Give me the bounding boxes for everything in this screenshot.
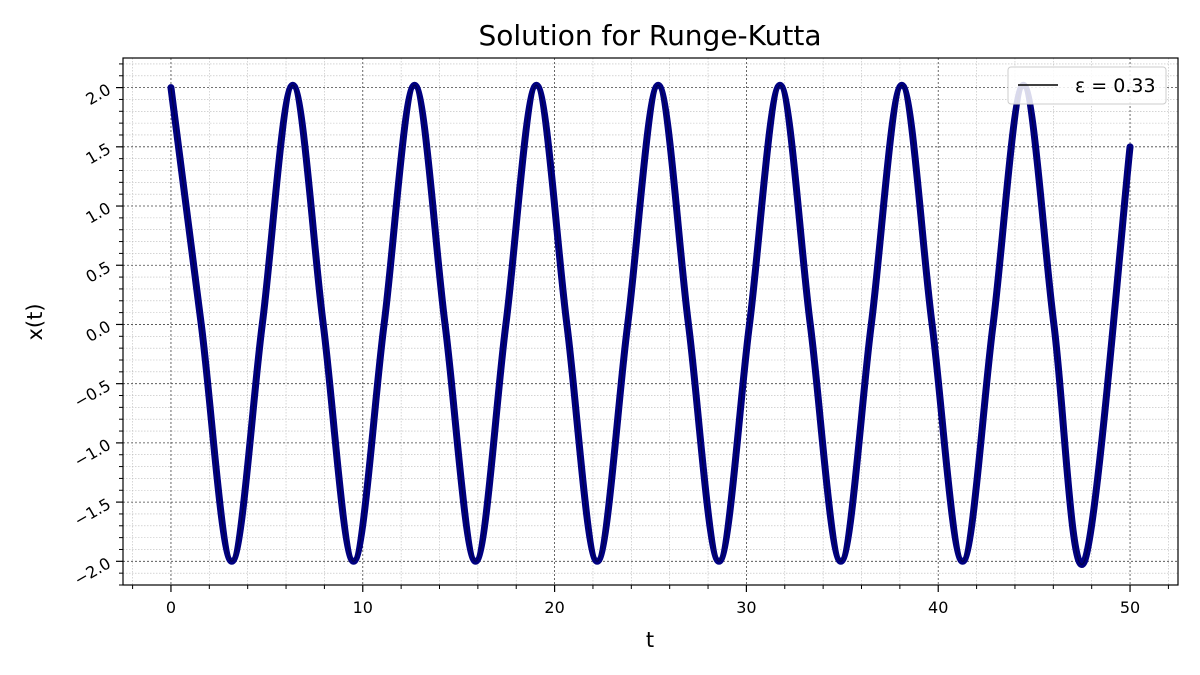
legend: ε = 0.33: [1007, 66, 1167, 105]
x-tick-label: 30: [736, 598, 756, 617]
chart-title: Solution for Runge-Kutta: [479, 19, 822, 52]
x-tick-labels: 0 10 20 30 40 50: [166, 598, 1140, 617]
plot-area: 0 10 20 30 40 50 −2.0−1.5−1.0−0.50.00.51.01.5…: [71, 57, 1179, 617]
series-layer: [167, 81, 1134, 568]
ticks-layer: [116, 63, 1169, 592]
plot-background: [123, 58, 1178, 585]
x-tick-label: 40: [928, 598, 948, 617]
x-tick-label: 50: [1120, 598, 1140, 617]
legend-entry-epsilon: ε = 0.33: [1075, 75, 1156, 97]
legend-box: [1007, 66, 1167, 105]
x-axis-label: t: [646, 628, 654, 652]
x-tick-label: 20: [544, 598, 564, 617]
series-line-core: [170, 84, 1131, 565]
x-tick-label: 10: [353, 598, 373, 617]
y-axis-label: x(t): [23, 303, 47, 340]
x-tick-label: 0: [166, 598, 176, 617]
plot-frame: [122, 57, 1179, 586]
